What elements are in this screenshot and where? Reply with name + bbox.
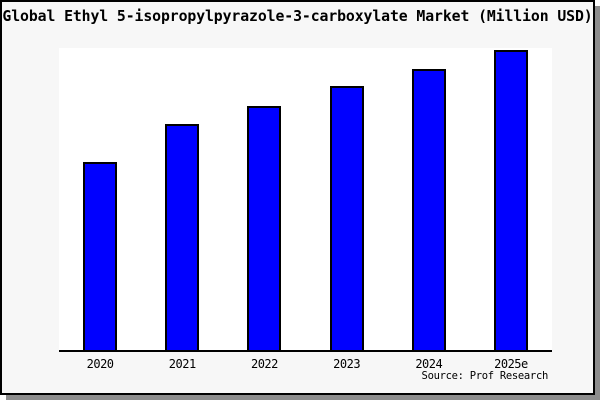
bar-2025e (494, 50, 528, 350)
window-shadow-right (595, 6, 600, 400)
bar-2022 (247, 106, 281, 350)
source-credit: Source: Prof Research (421, 370, 549, 382)
x-tick-label-2025e: 2025e (494, 357, 528, 371)
bar-2021 (165, 124, 199, 350)
x-tick-label-2023: 2023 (333, 357, 361, 371)
x-tick-label-2020: 2020 (86, 357, 114, 371)
x-axis-tick-labels: 2020 2021 2022 2023 2024 2025e (59, 354, 552, 371)
window-shadow-bottom (6, 395, 600, 400)
x-tick-label-2024: 2024 (415, 357, 443, 371)
chart-window: Global Ethyl 5-isopropylpyrazole-3-carbo… (0, 0, 595, 395)
bar-2020 (83, 162, 117, 350)
x-tick-label-2021: 2021 (168, 357, 196, 371)
bar-2024 (412, 69, 446, 350)
x-tick-label-2022: 2022 (250, 357, 278, 371)
plot-area (59, 48, 552, 352)
bar-2023 (330, 86, 364, 350)
chart-title: Global Ethyl 5-isopropylpyrazole-3-carbo… (2, 8, 593, 25)
